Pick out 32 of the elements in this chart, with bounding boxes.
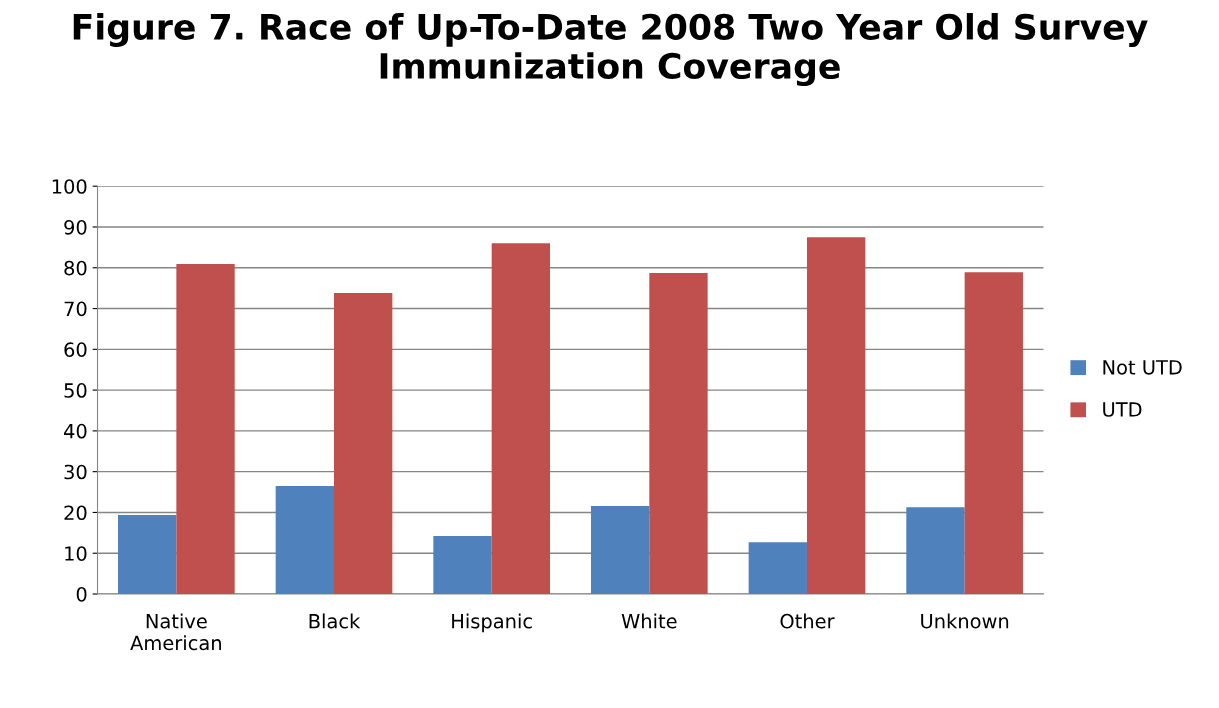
bar bbox=[433, 536, 492, 595]
y-tick-label: 60 bbox=[64, 342, 87, 357]
y-tick-label: 50 bbox=[64, 383, 87, 398]
x-tick-label: Other bbox=[780, 613, 835, 629]
bar bbox=[649, 273, 708, 595]
x-tick-label: White bbox=[621, 613, 677, 629]
bar bbox=[964, 272, 1023, 595]
legend-label: UTD bbox=[1103, 402, 1142, 417]
y-tick-label: 90 bbox=[64, 219, 87, 235]
y-tick-label: 30 bbox=[64, 464, 87, 480]
y-tick-label: 10 bbox=[65, 546, 87, 561]
bar bbox=[275, 485, 335, 595]
x-tick-label: Unknown bbox=[921, 613, 1009, 629]
bar bbox=[334, 293, 393, 595]
x-tick-label: Native American bbox=[130, 613, 221, 651]
y-tick-label: 70 bbox=[64, 301, 87, 317]
chart-title: Figure 7. Race of Up-To-Date 2008 Two Year Old Survey Immunization Coverage bbox=[73, 13, 1148, 87]
bar bbox=[118, 514, 177, 595]
bar bbox=[176, 264, 235, 595]
x-tick-label: Black bbox=[309, 613, 361, 629]
legend-label: Not UTD bbox=[1103, 360, 1182, 375]
y-tick-label: 40 bbox=[64, 423, 87, 439]
bar bbox=[806, 237, 866, 595]
x-tick-label: Hispanic bbox=[452, 613, 532, 633]
bar bbox=[491, 243, 550, 595]
bar bbox=[590, 505, 650, 595]
y-tick-label: 0 bbox=[76, 586, 87, 602]
y-tick-label: 80 bbox=[64, 260, 87, 276]
bar bbox=[748, 542, 807, 595]
bar bbox=[906, 507, 965, 595]
y-tick-label: 100 bbox=[52, 179, 87, 194]
y-tick-label: 20 bbox=[64, 505, 87, 521]
